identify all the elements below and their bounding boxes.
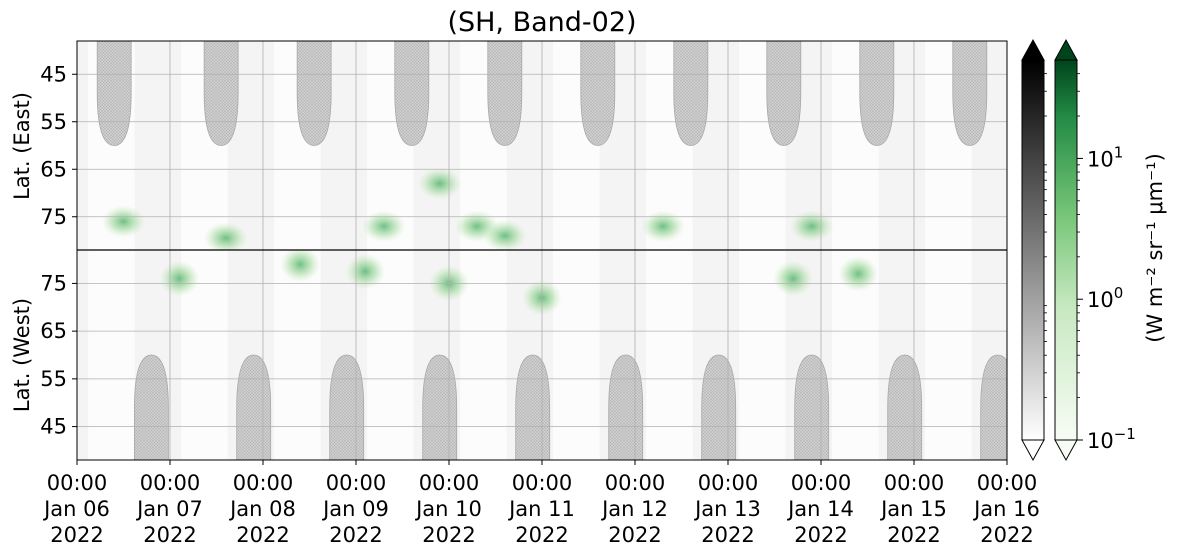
y-tick-label: 55 (40, 367, 67, 391)
x-tick-label: Jan 10 (414, 497, 482, 521)
x-tick-label: 2022 (608, 523, 661, 547)
x-tick-label: 00:00 (326, 471, 387, 495)
x-tick-label: 00:00 (884, 471, 945, 495)
x-tick-label: 00:00 (605, 471, 666, 495)
green-feature (159, 260, 200, 297)
x-tick-label: 2022 (236, 523, 289, 547)
green-feature (361, 210, 406, 243)
x-tick-label: 2022 (980, 523, 1033, 547)
night-region (296, 41, 332, 146)
x-tick-label: 2022 (794, 523, 847, 547)
y-tick-label: 45 (40, 62, 67, 86)
colorbar-ticks: 101 100 10−1 (1044, 73, 1136, 453)
y-axis-label-west: Lat. (West) (10, 298, 34, 412)
plot-area (76, 40, 1008, 461)
y-tick-label: 75 (40, 271, 67, 295)
x-tick-label: Jan 13 (693, 497, 761, 521)
x-tick-label: Jan 09 (321, 497, 389, 521)
colorbar-green-body (1054, 59, 1078, 441)
night-region (203, 41, 239, 146)
x-tick-label: Jan 06 (42, 497, 110, 521)
y-ticks: 45 55 65 75 75 65 55 45 (40, 62, 77, 439)
colorbar-tick-label: 10−1 (1087, 425, 1136, 453)
night-region (887, 354, 923, 460)
colorbar-gray-min-arrow (1021, 439, 1045, 462)
x-tick-label: 2022 (515, 523, 568, 547)
x-tick-label: Jan 14 (786, 497, 854, 521)
y-tick-label: 65 (40, 157, 67, 181)
x-tick-label: 00:00 (233, 471, 294, 495)
x-tick-label: 00:00 (791, 471, 852, 495)
night-region (859, 41, 895, 146)
x-tick-label: 2022 (50, 523, 103, 547)
y-axis-label-east: Lat. (East) (10, 92, 34, 200)
y-tick-label: 65 (40, 319, 67, 343)
night-region (952, 41, 988, 146)
night-region (766, 41, 802, 146)
x-tick-label: Jan 16 (972, 497, 1040, 521)
x-tick-label: 00:00 (512, 471, 573, 495)
night-region (794, 354, 830, 460)
night-region (96, 41, 132, 146)
night-region (236, 354, 272, 460)
night-region (515, 354, 551, 460)
x-tick-label: 00:00 (977, 471, 1038, 495)
x-tick-label: 00:00 (419, 471, 480, 495)
night-region (980, 354, 1007, 460)
chart-title: (SH, Band-02) (447, 7, 636, 38)
colorbar-tick-label: 100 (1087, 284, 1123, 312)
green-feature (203, 222, 248, 250)
x-tick-label: Jan 15 (879, 497, 947, 521)
green-feature (280, 250, 321, 283)
y-tick-label: 55 (40, 110, 67, 134)
x-tick-label: 2022 (422, 523, 475, 547)
x-tick-label: 2022 (329, 523, 382, 547)
green-feature (101, 205, 146, 238)
green-feature (838, 255, 879, 292)
colorbar-gray-max-arrow (1021, 38, 1045, 61)
green-feature (417, 167, 462, 200)
x-tick-label: 2022 (887, 523, 940, 547)
night-region (394, 41, 430, 146)
x-tick-label: 2022 (143, 523, 196, 547)
x-tick-label: Jan 08 (228, 497, 296, 521)
night-region (134, 354, 169, 460)
green-feature (345, 253, 386, 290)
y-tick-label: 75 (40, 205, 67, 229)
night-region (673, 41, 709, 146)
night-region (329, 354, 365, 460)
x-tick-label: 00:00 (140, 471, 201, 495)
green-feature (773, 260, 814, 297)
east-panel-marks (96, 41, 988, 250)
night-region (422, 354, 458, 460)
night-region (487, 41, 523, 146)
colorbar-green (1054, 38, 1078, 462)
night-region (608, 354, 644, 460)
y-tick-label: 45 (40, 415, 67, 439)
x-tick-label: Jan 12 (600, 497, 668, 521)
x-tick-label: 2022 (701, 523, 754, 547)
colorbar-label: (W m⁻² sr⁻¹ μm⁻¹) (1143, 153, 1167, 343)
green-feature (640, 210, 685, 243)
night-region (701, 354, 737, 460)
colorbar-green-max-arrow (1054, 38, 1078, 61)
night-region (580, 41, 616, 146)
colorbar-tick-label: 101 (1087, 143, 1123, 171)
x-tick-label: Jan 11 (507, 497, 575, 521)
x-tick-label: Jan 07 (135, 497, 203, 521)
green-feature (482, 219, 527, 250)
x-tick-label: 00:00 (698, 471, 759, 495)
west-panel-marks (134, 250, 1007, 460)
colorbar-gray (1021, 38, 1045, 462)
colorbar-gray-body (1021, 59, 1045, 441)
green-feature (789, 210, 834, 243)
colorbar-green-min-arrow (1054, 439, 1078, 462)
x-tick-label: 00:00 (47, 471, 108, 495)
